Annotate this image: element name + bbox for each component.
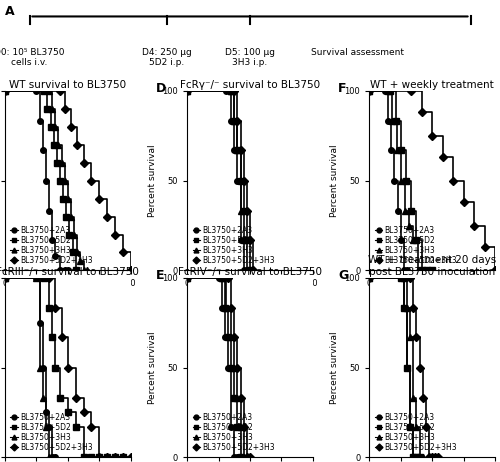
Legend: BL3750+2A3, BL3750+5D2, BL3750+3H3, BL3750+5D2+3H3: BL3750+2A3, BL3750+5D2, BL3750+3H3, BL37… (9, 224, 94, 267)
Y-axis label: Percent survival: Percent survival (148, 144, 157, 217)
Legend: BL3750+2A3, BL3750+5D2, BL3750+3H3, BL3750+5D2+3H3: BL3750+2A3, BL3750+5D2, BL3750+3H3, BL37… (9, 411, 94, 454)
Text: Survival assessment: Survival assessment (312, 48, 404, 57)
Text: D: D (156, 82, 166, 95)
Title: FcRIII⁻/⁻ survival to BL3750: FcRIII⁻/⁻ survival to BL3750 (0, 267, 140, 277)
Text: A: A (5, 5, 15, 18)
Y-axis label: Percent survival: Percent survival (148, 331, 157, 404)
Text: F: F (338, 82, 346, 95)
Title: FcRIV⁻/⁻ survival to BL3750: FcRIV⁻/⁻ survival to BL3750 (178, 267, 322, 277)
Legend: BL3750+2A3, BL3750+5D2, BL3750+3H3, BL3750+5D2+3H3: BL3750+2A3, BL3750+5D2, BL3750+3H3, BL37… (373, 411, 459, 454)
Y-axis label: Percent survival: Percent survival (330, 144, 339, 217)
X-axis label: Days elapsed: Days elapsed (402, 294, 462, 303)
Title: WT survival to BL3750: WT survival to BL3750 (10, 80, 126, 90)
Y-axis label: Percent survival: Percent survival (330, 331, 339, 404)
X-axis label: Days elapsed: Days elapsed (220, 294, 280, 303)
Legend: BL3750+2A3, BL3750+5D2, BL3750+3H3, BL3750+5D2+3H3: BL3750+2A3, BL3750+5D2, BL3750+3H3, BL37… (191, 411, 276, 454)
X-axis label: Days elapsed: Days elapsed (38, 294, 98, 303)
Text: D4: 250 μg
5D2 i.p.: D4: 250 μg 5D2 i.p. (142, 48, 192, 67)
Text: E: E (156, 269, 164, 282)
Legend: BL3750+2A3, BL3750+5D2, BL3750+3H3, BL3750+5D2+3H3: BL3750+2A3, BL3750+5D2, BL3750+3H3, BL37… (373, 224, 459, 267)
Text: D0: 10⁵ BL3750
cells i.v.: D0: 10⁵ BL3750 cells i.v. (0, 48, 65, 67)
Title: WT + weekly treatment: WT + weekly treatment (370, 80, 494, 90)
Legend: BL3750+2A3, BL3750+5D2, BL3750+3H3, BL3750+5D2+3H3: BL3750+2A3, BL3750+5D2, BL3750+3H3, BL37… (191, 224, 276, 267)
Title: WT + treatment 20 days
post BL3750 inoculation: WT + treatment 20 days post BL3750 inocu… (368, 255, 496, 277)
Text: G: G (338, 269, 348, 282)
Title: FcRγ⁻/⁻ survival to BL3750: FcRγ⁻/⁻ survival to BL3750 (180, 80, 320, 90)
Text: D5: 100 μg
3H3 i.p.: D5: 100 μg 3H3 i.p. (225, 48, 275, 67)
